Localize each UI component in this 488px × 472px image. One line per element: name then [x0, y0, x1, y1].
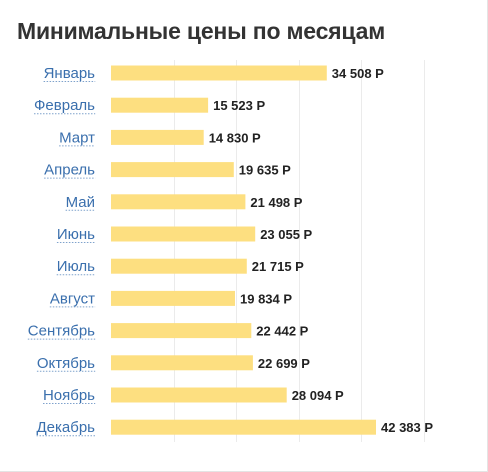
month-link[interactable]: Август — [50, 290, 95, 307]
value-label: 42 383 Р — [381, 420, 433, 435]
month-link[interactable]: Ноябрь — [43, 387, 95, 404]
bar-6[interactable] — [111, 226, 256, 242]
month-link[interactable]: Июль — [57, 258, 95, 275]
value-label: 22 699 Р — [258, 356, 310, 371]
value-label: 19 635 Р — [239, 163, 291, 178]
value-label: 28 094 Р — [292, 388, 344, 403]
value-label: 23 055 Р — [260, 227, 312, 242]
month-link[interactable]: Декабрь — [37, 419, 96, 436]
bar-8[interactable] — [111, 290, 235, 306]
value-label: 21 715 Р — [252, 259, 304, 274]
bar-11[interactable] — [111, 387, 287, 403]
value-label: 19 834 Р — [240, 291, 292, 306]
month-link[interactable]: Март — [59, 129, 95, 146]
bar-5[interactable] — [111, 194, 246, 210]
bar-9[interactable] — [111, 323, 252, 339]
bar-4[interactable] — [111, 162, 234, 178]
month-link[interactable]: Июнь — [57, 226, 95, 243]
value-label: 22 442 Р — [256, 324, 308, 339]
month-link[interactable]: Май — [66, 194, 95, 211]
value-label: 21 498 Р — [250, 195, 302, 210]
month-link[interactable]: Сентябрь — [28, 323, 95, 340]
value-label: 15 523 Р — [213, 98, 265, 113]
bar-1[interactable] — [111, 65, 327, 81]
value-label: 34 508 Р — [332, 66, 384, 81]
month-link[interactable]: Январь — [44, 65, 96, 82]
bar-12[interactable] — [111, 419, 376, 435]
bar-2[interactable] — [111, 97, 209, 113]
month-link[interactable]: Апрель — [44, 162, 95, 179]
bar-3[interactable] — [111, 129, 204, 145]
month-link[interactable]: Февраль — [34, 97, 95, 114]
bar-7[interactable] — [111, 258, 247, 274]
month-link[interactable]: Октябрь — [37, 355, 95, 372]
value-label: 14 830 Р — [209, 130, 261, 145]
bar-10[interactable] — [111, 355, 253, 371]
chart-title: Минимальные цены по месяцам — [17, 18, 386, 44]
